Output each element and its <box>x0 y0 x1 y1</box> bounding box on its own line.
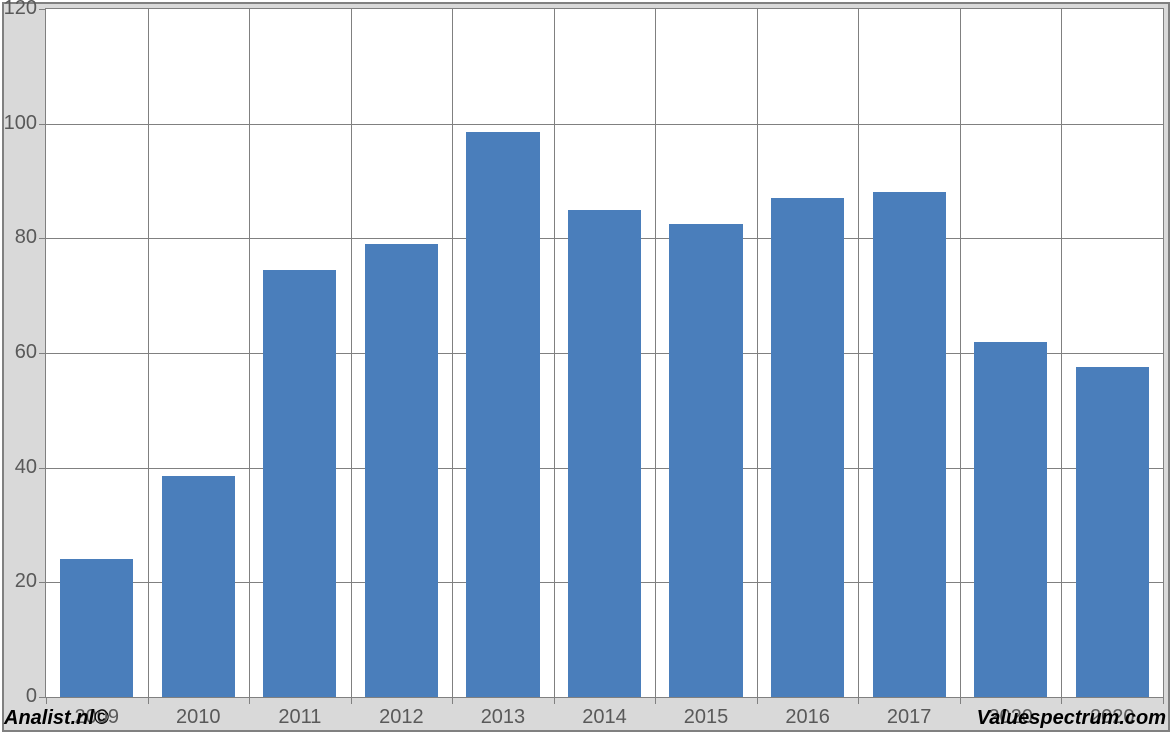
x-tick-label: 2015 <box>655 706 757 729</box>
x-tick-mark <box>249 698 250 704</box>
x-tick-label: 2014 <box>554 706 656 729</box>
chart-container: 020406080100120 200920102011201220132014… <box>0 0 1172 734</box>
x-axis-labels: 2009201020112012201320142015201620172020… <box>0 0 1172 734</box>
x-tick-label: 2011 <box>249 706 351 729</box>
x-tick-mark <box>858 698 859 704</box>
x-tick-label: 2010 <box>148 706 250 729</box>
x-tick-mark <box>452 698 453 704</box>
x-tick-mark <box>46 698 47 704</box>
x-tick-label: 2013 <box>452 706 554 729</box>
x-tick-mark <box>960 698 961 704</box>
footer-left-label: Analist.nl© <box>4 707 109 730</box>
x-tick-mark <box>757 698 758 704</box>
x-tick-label: 2017 <box>858 706 960 729</box>
x-tick-mark <box>351 698 352 704</box>
x-tick-mark <box>1061 698 1062 704</box>
x-tick-mark <box>655 698 656 704</box>
x-tick-label: 2016 <box>757 706 859 729</box>
x-tick-label: 2012 <box>351 706 453 729</box>
footer-right-label: Valuespectrum.com <box>977 707 1166 730</box>
x-tick-mark <box>148 698 149 704</box>
x-tick-mark <box>1163 698 1164 704</box>
x-tick-mark <box>554 698 555 704</box>
